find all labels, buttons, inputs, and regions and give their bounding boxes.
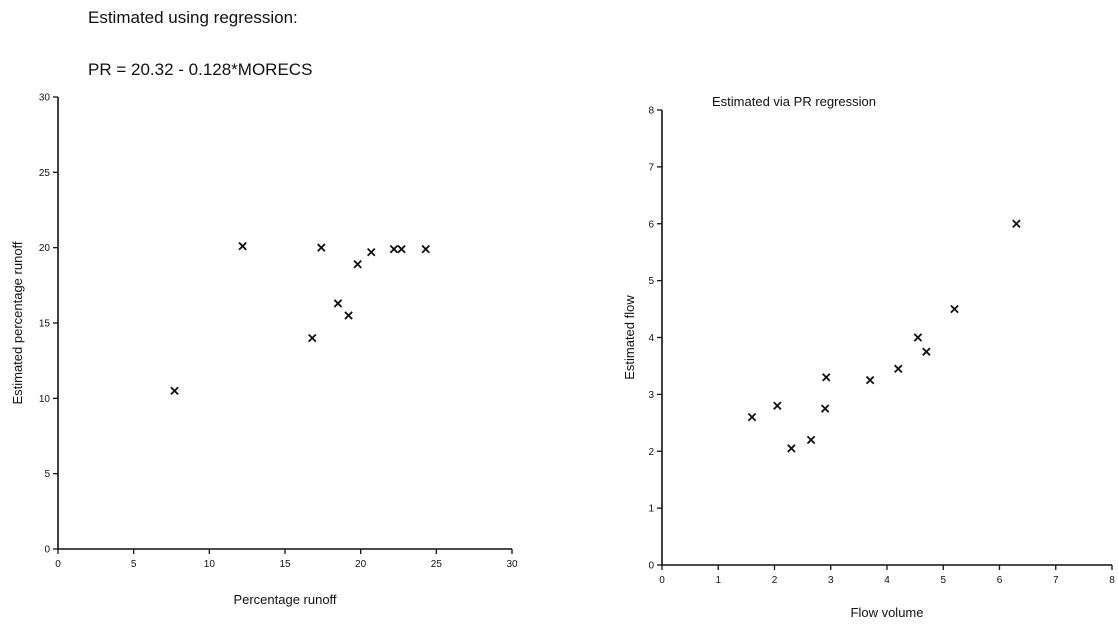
left-x-tick-label: 5 [131,559,137,570]
left-x-tick-label: 15 [279,559,291,570]
left-data-point [308,333,317,343]
right-y-axis-title: Estimated flow [622,295,637,380]
right-x-tick-label: 6 [997,575,1003,586]
right-data-point [787,444,796,453]
right-x-tick-label: 7 [1053,575,1059,586]
right-data-point [1012,219,1021,228]
right-data-point [865,375,875,385]
right-x-tick-label: 2 [772,575,778,586]
right-x-axis-title: Flow volume [851,605,924,620]
left-x-tick-label: 0 [55,559,61,570]
right-y-tick-label: 6 [648,219,654,230]
right-x-tick-label: 4 [884,575,890,586]
left-x-tick-label: 20 [355,559,367,570]
left-data-point [397,244,406,254]
right-y-tick-label: 3 [648,390,654,401]
right-data-point [922,347,931,356]
left-data-point [333,299,343,308]
left-data-point [238,241,247,251]
left-y-tick-label: 5 [44,469,50,480]
right-data-point [773,401,782,410]
right-y-tick-label: 2 [648,447,654,458]
left-data-point [317,243,326,252]
right-x-tick-label: 3 [828,575,834,586]
right-data-point [820,404,830,413]
right-y-tick-label: 1 [648,504,654,515]
left-x-tick-label: 30 [506,559,518,570]
left-y-tick-label: 30 [39,93,51,104]
right-data-point [894,364,903,374]
left-x-axis-title: Percentage runoff [233,592,336,607]
left-y-tick-label: 0 [44,545,50,556]
header-line-2: PR = 20.32 - 0.128*MORECS [88,60,313,79]
left-data-point [344,311,353,320]
left-y-tick-label: 25 [39,168,51,179]
left-y-tick-label: 15 [39,319,51,330]
left-y-tick-label: 10 [39,394,51,405]
right-chart-title: Estimated via PR regression [712,94,876,109]
left-data-point [367,247,376,257]
right-data-point [950,304,959,314]
left-x-tick-label: 10 [204,559,216,570]
left-data-point [389,244,399,254]
right-x-tick-label: 0 [659,575,665,586]
right-data-point [806,435,816,445]
header-line-1: Estimated using regression: [88,8,298,27]
right-y-tick-label: 5 [648,276,654,287]
left-data-point [421,244,430,254]
right-y-tick-label: 0 [648,561,654,572]
right-data-point [913,333,923,342]
right-x-tick-label: 1 [715,575,721,586]
left-y-tick-label: 20 [39,243,51,254]
left-x-tick-label: 25 [431,559,443,570]
right-data-point [822,373,831,382]
left-data-point [170,386,179,396]
left-scatter-chart: 0 5 10 15 20 25 30 0 5 10 15 20 25 30 Percentage runof… [10,93,518,608]
left-data-point [353,260,362,269]
right-y-tick-label: 7 [648,162,654,173]
right-x-tick-label: 5 [940,575,946,586]
left-y-axis-title: Estimated percentage runoff [10,241,25,404]
right-y-tick-label: 4 [648,333,654,344]
right-x-tick-label: 8 [1109,575,1115,586]
right-data-point [747,412,757,422]
right-y-tick-label: 8 [648,106,654,117]
